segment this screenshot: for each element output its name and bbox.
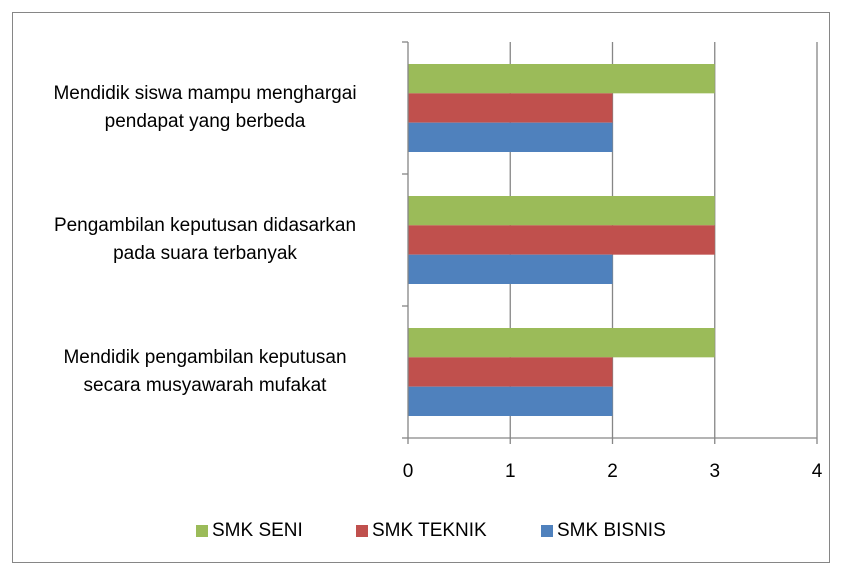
bar	[408, 64, 715, 94]
legend-label: SMK SENI	[212, 520, 303, 541]
bar	[408, 357, 613, 387]
bar	[408, 93, 613, 123]
legend-label: SMK BISNIS	[557, 520, 666, 541]
category-label-line: Mendidik siswa mampu menghargai	[53, 83, 356, 104]
bar	[408, 386, 613, 416]
legend-swatch	[196, 525, 208, 537]
category-label-line: pada suara terbanyak	[113, 243, 297, 264]
category-label-line: Pengambilan keputusan didasarkan	[54, 215, 356, 236]
legend-swatch	[541, 525, 553, 537]
bar	[408, 328, 715, 358]
category-label-line: Mendidik pengambilan keputusan	[63, 347, 346, 368]
x-tick-label: 0	[403, 461, 414, 482]
x-tick-label: 4	[812, 461, 823, 482]
x-tick-label: 3	[709, 461, 720, 482]
bar	[408, 122, 613, 152]
category-label: Mendidik siswa mampu menghargai pendapat …	[53, 83, 356, 132]
category-label: Pengambilan keputusan didasarkan pada sua…	[54, 215, 356, 264]
legend-label: SMK TEKNIK	[372, 520, 487, 541]
category-label-line: pendapat yang berbeda	[105, 111, 306, 132]
category-label: Mendidik pengambilan keputusan secara mus…	[63, 347, 346, 396]
x-tick-label: 1	[505, 461, 516, 482]
bar	[408, 254, 613, 284]
legend-swatch	[356, 525, 368, 537]
bar	[408, 225, 715, 255]
bar	[408, 196, 715, 226]
category-label-line: secara musyawarah mufakat	[84, 375, 328, 396]
x-tick-label: 2	[607, 461, 618, 482]
